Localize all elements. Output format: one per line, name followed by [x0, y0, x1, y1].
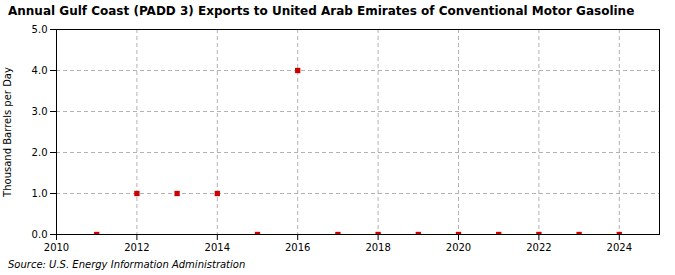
svg-text:2.0: 2.0	[32, 147, 48, 158]
svg-text:Thousand Barrels per Day: Thousand Barrels per Day	[2, 67, 13, 198]
svg-text:2010: 2010	[44, 242, 69, 253]
html-text:Source: U.S. Energy Informatio: Source: U.S. Energy Information Administ…	[8, 259, 246, 270]
svg-text:3.0: 3.0	[32, 106, 48, 117]
svg-text:2014: 2014	[205, 242, 230, 253]
svg-text:0.0: 0.0	[32, 229, 48, 240]
svg-text:2016: 2016	[285, 242, 310, 253]
svg-text:2020: 2020	[446, 242, 471, 253]
svg-text:2024: 2024	[607, 242, 632, 253]
html-text:Annual Gulf Coast (PADD 3) Exp: Annual Gulf Coast (PADD 3) Exports to Un…	[8, 4, 635, 18]
svg-text:1.0: 1.0	[32, 188, 48, 199]
svg-text:2018: 2018	[365, 242, 390, 253]
svg-text:5.0: 5.0	[32, 24, 48, 35]
svg-text:4.0: 4.0	[32, 65, 48, 76]
svg-text:2012: 2012	[124, 242, 149, 253]
svg-text:2022: 2022	[526, 242, 551, 253]
